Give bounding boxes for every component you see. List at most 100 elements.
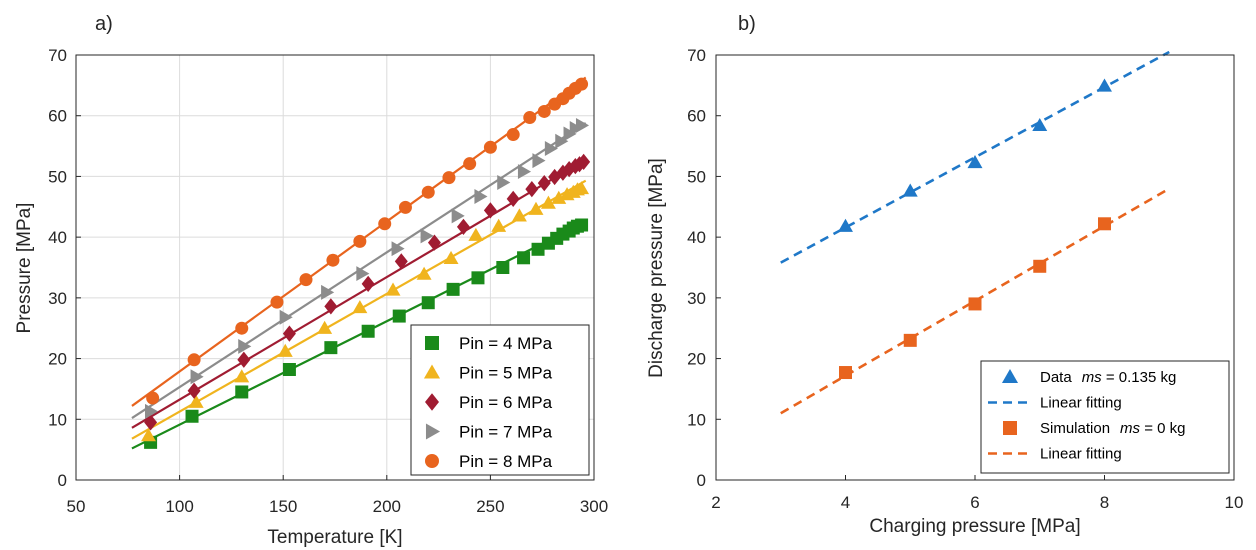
panel-b-tick-labels: 2 4 6 8 10 0 10 20 30 40 50 60 70	[687, 46, 1243, 512]
panel-a-xtick-label: 50	[67, 497, 86, 516]
panel-a-point-s4	[575, 117, 590, 133]
panel-b-xtick-label: 6	[970, 493, 979, 512]
panel-a-point-s2	[385, 282, 401, 296]
panel-b-point-s1	[1032, 117, 1048, 132]
panel-b-legend-label-1: Data ms = 0.135 kg	[1040, 369, 1176, 386]
panel-a-point-s4	[474, 188, 488, 204]
panel-b-ytick-label: 40	[687, 228, 706, 247]
panel-a-ytick-label: 0	[58, 471, 67, 490]
panel-a-label: a)	[95, 13, 113, 35]
panel-a-point-s4	[356, 266, 370, 282]
panel-a-point-s2	[141, 428, 156, 442]
panel-a-ytick-label: 40	[48, 228, 67, 247]
panel-a-point-s2	[416, 266, 432, 280]
panel-a-point-s1	[361, 324, 375, 338]
panel-a-point-s5	[463, 157, 477, 171]
panel-a-point-s3	[187, 382, 201, 399]
panel-a-ytick-label: 60	[48, 107, 67, 126]
panel-b-legend-marker-1	[1001, 368, 1019, 384]
panel-b-ytick-label: 20	[687, 350, 706, 369]
panel-a-legend-label-4: Pin = 7 MPa	[459, 423, 553, 442]
panel-a-point-s1	[392, 309, 406, 323]
panel-b-point-s1	[967, 154, 983, 169]
panel-b-legend-marker-3	[1003, 421, 1017, 435]
panel-a-legend-marker-1	[425, 336, 439, 350]
panel-a-xtick-label: 100	[165, 497, 193, 516]
panel-a-point-s3	[394, 253, 408, 270]
panel-b-point-s3	[839, 366, 852, 380]
panel-b-point-s1	[838, 218, 853, 232]
panel-a-point-s2	[317, 320, 333, 334]
panel-b-ytick-label: 60	[687, 107, 706, 126]
panel-a-xtick-label: 150	[269, 497, 297, 516]
panel-b-xtick-label: 4	[841, 493, 850, 512]
panel-b-ytick-label: 30	[687, 289, 706, 308]
panel-a-xtick-label: 250	[476, 497, 504, 516]
panel-a-legend-marker-4	[425, 423, 441, 440]
panel-a-frame	[75, 54, 595, 481]
panel-a-point-s5	[506, 128, 520, 142]
panel-a-point-s4	[190, 369, 204, 385]
panel-a-point-s2	[234, 369, 250, 383]
panel-a-point-s5	[146, 391, 160, 405]
panel-a-point-s2	[511, 208, 527, 222]
panel-a-point-s5	[523, 111, 537, 125]
panel-a-point-s2	[277, 343, 293, 357]
panel-a-point-s3	[237, 351, 251, 368]
panel-a-point-s5	[353, 234, 367, 248]
panel-a-point-s5	[575, 77, 589, 91]
panel-b-xtick-label: 10	[1225, 493, 1244, 512]
panel-a-point-s1	[282, 363, 296, 376]
panel-b-legend-label-3: Simulation ms = 0 kg	[1040, 420, 1186, 437]
panel-a-legend-marker-3	[425, 393, 439, 411]
panel-a-point-s4	[321, 284, 335, 300]
panel-a-point-s4	[532, 153, 546, 169]
panel-a-legend: Pin = 4 MPa Pin = 5 MPa Pin = 6 MPa Pin = 7…	[410, 324, 590, 476]
panel-a-point-s3	[324, 298, 338, 315]
panel-b-chart: b) 2 4 6 8 10 0 10 20 30 40 50 60 70 Charging pressu…	[646, 13, 1243, 537]
panel-a-ytick-label: 30	[48, 289, 67, 308]
panel-a-point-s5	[421, 185, 435, 199]
panel-a-point-s3	[537, 174, 551, 192]
panel-a-point-s5	[442, 171, 456, 185]
panel-a-point-s3	[282, 325, 296, 342]
panel-a-point-s1	[531, 242, 545, 256]
panel-a-point-s4	[391, 241, 405, 257]
panel-b-point-s3	[1098, 217, 1111, 231]
panel-a-ytick-label: 20	[48, 350, 67, 369]
panel-a-point-s5	[187, 353, 201, 367]
panel-b-legend-label-4: Linear fitting	[1040, 446, 1122, 463]
panel-a-xtick-label: 200	[373, 497, 401, 516]
panel-a-legend-label-2: Pin = 5 MPa	[459, 364, 553, 383]
panel-a-point-s1	[185, 409, 199, 423]
panel-b-point-s3	[903, 333, 917, 347]
panel-a-point-s3	[577, 153, 591, 170]
panel-b-legend: Data ms = 0.135 kg Linear fitting Simulatio…	[980, 360, 1230, 474]
panel-a-legend-marker-2	[423, 364, 441, 379]
panel-a-point-s5	[326, 253, 340, 267]
panel-a-point-s1	[421, 296, 435, 310]
panel-a-legend-marker-5	[425, 454, 439, 468]
panel-a-xlabel: Temperature [K]	[267, 527, 402, 548]
panel-a-point-s1	[235, 385, 249, 399]
panel-a-point-s4	[497, 175, 511, 190]
panel-b-point-s1	[1097, 78, 1112, 92]
panel-b-label: b)	[738, 13, 756, 35]
panel-a-point-s4	[517, 164, 532, 180]
panel-a-point-s1	[471, 271, 485, 285]
panel-b-xtick-label: 8	[1100, 493, 1109, 512]
panel-a-point-s2	[443, 250, 459, 264]
panel-b-xlabel: Charging pressure [MPa]	[869, 516, 1080, 537]
panel-a-point-s1	[496, 261, 510, 274]
panel-b-point-s3	[968, 297, 982, 311]
panel-a-xtick-label: 300	[580, 497, 608, 516]
panel-a-point-s5	[398, 200, 412, 214]
panel-a-ylabel: Pressure [MPa]	[14, 203, 35, 334]
panel-a-legend-box	[410, 324, 590, 476]
panel-a-point-s5	[299, 273, 313, 287]
panel-b-ytick-label: 70	[687, 46, 706, 65]
panel-a-legend-label-1: Pin = 4 MPa	[459, 334, 553, 353]
panel-a-ytick-label: 10	[48, 410, 67, 429]
panel-a-point-s3	[456, 218, 470, 235]
